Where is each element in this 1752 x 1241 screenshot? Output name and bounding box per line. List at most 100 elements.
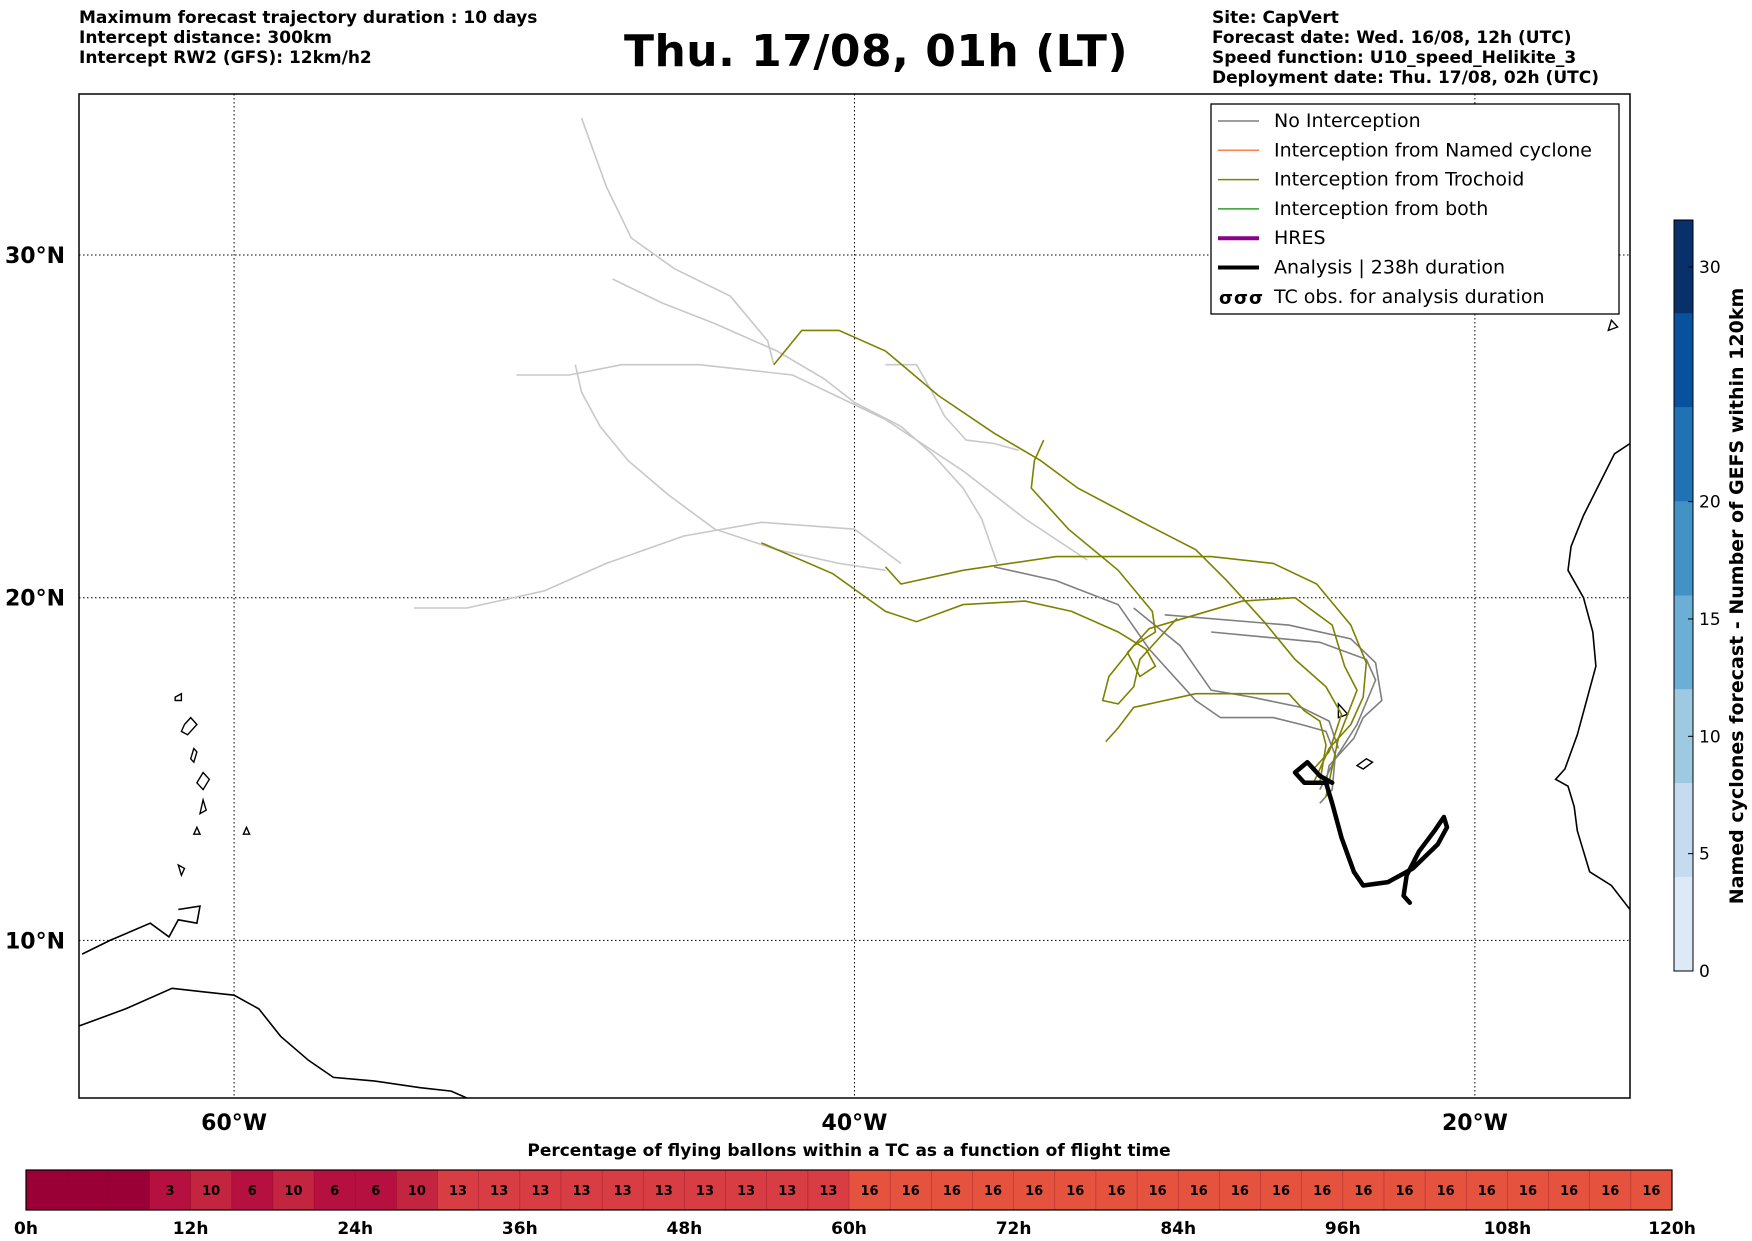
strip-cell: [807, 1170, 850, 1210]
strip-cell: [849, 1170, 891, 1210]
strip-tick-label: 108h: [1484, 1219, 1532, 1239]
strip-tick-label: 96h: [1325, 1219, 1361, 1239]
strip-cell: [1219, 1170, 1261, 1210]
colorbar-frame: [1673, 219, 1694, 972]
colorbar-band: [1674, 595, 1693, 690]
strip-cell: [1425, 1170, 1467, 1210]
strip-cell: [1466, 1170, 1508, 1210]
island: [174, 692, 183, 702]
strip-cell-label: 16: [1560, 1184, 1578, 1199]
trochoid-interception-trajectory: [1105, 692, 1327, 783]
island: [1355, 757, 1374, 770]
tc-obs-symbol: σ: [1249, 288, 1263, 309]
strip-cell-label: 6: [330, 1184, 339, 1199]
strip-cell-label: 13: [819, 1184, 837, 1199]
analysis-trajectory: [1292, 759, 1450, 905]
x-tick-label: 60°W: [201, 1111, 267, 1136]
island: [177, 863, 186, 878]
strip-cell-label: 16: [1601, 1184, 1619, 1199]
tc-obs-symbol: σ: [1234, 288, 1248, 309]
strip-cell: [1260, 1170, 1303, 1210]
coastline: [81, 905, 201, 955]
strip-cell-label: 16: [1313, 1184, 1331, 1199]
colorbar-band: [1674, 220, 1693, 314]
no-interception-trajectory: [1133, 607, 1340, 749]
strip-cell-label: 13: [490, 1184, 508, 1199]
strip-cell-label: 16: [902, 1184, 920, 1199]
strip-cell-label: 16: [1642, 1184, 1660, 1199]
strip-cell: [67, 1170, 109, 1210]
strip-cell: [437, 1170, 480, 1210]
strip-cell: [396, 1170, 438, 1210]
strip-cell: [1137, 1170, 1179, 1210]
colorbar-band: [1674, 313, 1693, 408]
island: [1649, 307, 1668, 321]
strip-cell-label: 10: [408, 1184, 426, 1199]
y-tick-label: 20°N: [5, 587, 65, 612]
trochoid-interception-trajectory: [761, 542, 1358, 797]
header-left-line-2: Intercept distance: 300km: [79, 28, 332, 48]
strip-cell: [1548, 1170, 1591, 1210]
header-right-line-3: Speed function: U10_speed_Helikite_3: [1212, 48, 1577, 68]
header-left-line-3: Intercept RW2 (GFS): 12km/h2: [79, 48, 372, 68]
strip-tick-label: 12h: [173, 1219, 209, 1239]
colorbar-band: [1674, 877, 1693, 971]
legend-label: HRES: [1274, 227, 1326, 249]
strip-tick-label: 84h: [1160, 1219, 1196, 1239]
strip-tick-label: 120h: [1648, 1219, 1696, 1239]
strip-cell-label: 3: [166, 1184, 175, 1199]
map-frame: [78, 93, 1631, 1099]
colorbar-band: [1674, 407, 1693, 502]
legend-label: Interception from Named cyclone: [1274, 139, 1592, 161]
legend-label: TC obs. for analysis duration: [1273, 286, 1545, 308]
coastline: [79, 987, 468, 1098]
strip-cell: [314, 1170, 356, 1210]
strip-cell-label: 16: [1190, 1184, 1208, 1199]
header-right-line-4: Deployment date: Thu. 17/08, 02h (UTC): [1212, 68, 1599, 88]
page-title: Thu. 17/08, 01h (LT): [623, 26, 1129, 77]
strip-cell: [519, 1170, 562, 1210]
island: [192, 825, 202, 835]
x-tick-label: 20°W: [1442, 1111, 1508, 1136]
strip-cell: [1178, 1170, 1220, 1210]
strip-cell-label: 16: [861, 1184, 879, 1199]
flight-time-strip: Percentage of flying ballons within a TC…: [14, 1141, 1696, 1239]
strip-cell: [890, 1170, 932, 1210]
legend-label: No Interception: [1274, 110, 1421, 132]
strip-cell-label: 10: [284, 1184, 302, 1199]
map-content: [79, 117, 1668, 1098]
coastline: [1554, 442, 1630, 910]
strip-cell-label: 16: [1519, 1184, 1537, 1199]
trochoid-interception-trajectory: [884, 555, 1368, 784]
y-tick-label: 10°N: [5, 929, 65, 954]
strip-cell-label: 13: [449, 1184, 467, 1199]
colorbar-band: [1674, 501, 1693, 596]
faded-trajectory: [885, 363, 1020, 452]
strip-tick-label: 48h: [667, 1219, 703, 1239]
strip-cell-label: 16: [1478, 1184, 1496, 1199]
strip-tick-label: 24h: [337, 1219, 373, 1239]
tc-obs-symbol: σ: [1219, 288, 1233, 309]
trochoid-interception-trajectory: [773, 329, 1343, 770]
legend-frame: [1210, 103, 1620, 315]
strip-cell-label: 13: [778, 1184, 796, 1199]
strip-cell-label: 16: [1066, 1184, 1084, 1199]
island: [242, 825, 251, 835]
island: [189, 747, 198, 764]
y-tick-label: 30°N: [5, 244, 65, 269]
strip-cell-label: 13: [655, 1184, 673, 1199]
colorbar-label: Named cyclones forecast - Number of GEFS…: [1726, 288, 1748, 905]
strip-cell-label: 16: [943, 1184, 961, 1199]
strip-cell-label: 13: [531, 1184, 549, 1199]
strip-tick-label: 36h: [502, 1219, 538, 1239]
faded-trajectory: [516, 363, 1088, 561]
strip-cell-label: 16: [1272, 1184, 1290, 1199]
strip-cell: [1054, 1170, 1097, 1210]
strip-frame: [25, 1169, 1673, 1211]
island: [1607, 318, 1619, 332]
strip-cell: [560, 1170, 603, 1210]
legend-label: Interception from both: [1274, 198, 1488, 220]
strip-tick-label: 60h: [831, 1219, 867, 1239]
